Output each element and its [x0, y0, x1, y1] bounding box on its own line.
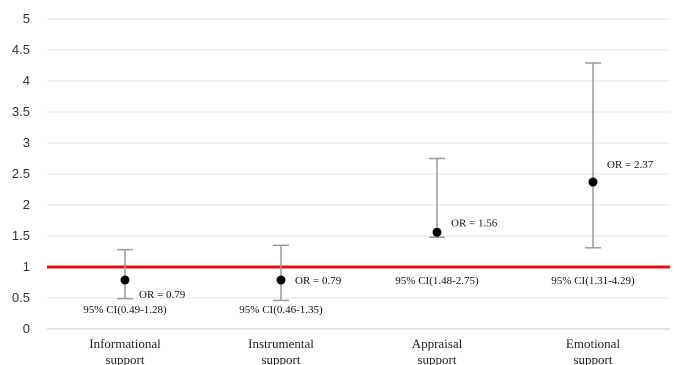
or-label: OR = 0.79 — [139, 289, 186, 301]
annotations: OR = 0.79 95% CI(0.49-1.28) OR = 0.79 95% C… — [83, 159, 653, 316]
y-tick-label: 0 — [23, 321, 30, 336]
y-tick-label: 4 — [23, 73, 30, 88]
ci-label: 95% CI(1.31-4.29) — [551, 275, 635, 287]
or-point — [276, 275, 286, 285]
y-tick-label: 4.5 — [12, 42, 30, 57]
y-axis: 0 0.5 1 1.5 2 2.5 3 3.5 4 4.5 5 — [12, 11, 30, 336]
or-point — [120, 275, 130, 285]
or-label: OR = 2.37 — [607, 159, 654, 171]
or-label: OR = 1.56 — [451, 217, 498, 229]
y-tick-label: 3 — [23, 135, 30, 150]
or-point — [588, 177, 598, 187]
x-category-label: Appraisal — [412, 336, 463, 351]
x-category-label: Emotional — [566, 336, 621, 351]
ci-label: 95% CI(0.46-1.35) — [239, 304, 323, 316]
x-category-label: support — [262, 352, 301, 365]
y-tick-label: 0.5 — [12, 290, 30, 305]
x-axis: InformationalsupportInstrumentalsupportA… — [89, 336, 620, 365]
or-point — [432, 227, 442, 237]
x-category-label: support — [574, 352, 613, 365]
y-tick-label: 1 — [23, 259, 30, 274]
y-tick-label: 3.5 — [12, 104, 30, 119]
y-tick-label: 2 — [23, 197, 30, 212]
error-bars — [117, 62, 601, 302]
x-category-label: Instrumental — [248, 336, 314, 351]
ci-label: 95% CI(1.48-2.75) — [395, 275, 479, 287]
y-tick-label: 1.5 — [12, 228, 30, 243]
x-category-label: support — [418, 352, 457, 365]
ci-label: 95% CI(0.49-1.28) — [83, 304, 167, 316]
or-label: OR = 0.79 — [295, 275, 342, 287]
y-tick-label: 2.5 — [12, 166, 30, 181]
x-category-label: support — [106, 352, 145, 365]
x-category-label: Informational — [89, 336, 161, 351]
y-tick-label: 5 — [23, 11, 30, 26]
points — [120, 177, 598, 285]
